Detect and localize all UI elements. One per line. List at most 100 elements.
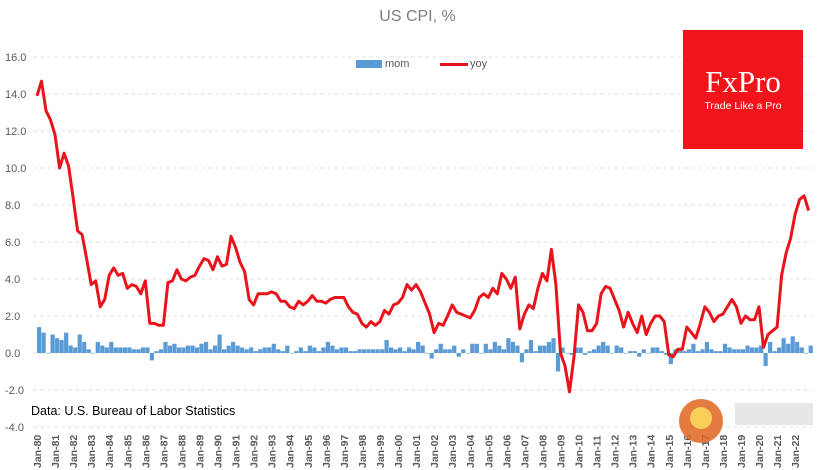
mom-bar xyxy=(407,347,412,353)
mom-bar xyxy=(240,347,245,353)
mom-bar xyxy=(474,343,479,353)
y-tick-label: -4.0 xyxy=(5,422,24,434)
mom-bar xyxy=(258,349,263,353)
mom-bar xyxy=(339,347,344,353)
mom-bar xyxy=(655,347,660,353)
mom-bar xyxy=(786,343,791,353)
mom-bar xyxy=(804,353,809,354)
mom-bar xyxy=(569,353,574,355)
mom-bar xyxy=(118,347,123,353)
x-tick-label: Jan-01 xyxy=(411,435,423,468)
mom-bar xyxy=(601,341,606,353)
mom-bar xyxy=(592,349,597,353)
mom-bar xyxy=(488,349,493,353)
mom-bar xyxy=(731,349,737,353)
mom-bar xyxy=(510,341,516,353)
mom-bar xyxy=(632,351,637,353)
mom-bar xyxy=(285,345,290,353)
mom-bar xyxy=(231,341,236,353)
watermark-logo xyxy=(679,399,813,443)
legend-swatch-mom xyxy=(356,60,382,69)
x-tick-label: Jan-86 xyxy=(140,435,152,468)
x-tick-label: Jan-88 xyxy=(176,435,188,468)
mom-bar xyxy=(420,345,425,353)
mom-bar xyxy=(736,349,741,353)
mom-bar xyxy=(790,336,795,353)
mom-bar xyxy=(763,353,768,366)
mom-bar xyxy=(375,349,380,353)
x-tick-label: Jan-10 xyxy=(574,435,586,468)
mom-bar xyxy=(321,347,326,353)
x-tick-label: Jan-90 xyxy=(213,435,225,468)
mom-bar xyxy=(249,347,254,353)
mom-bar xyxy=(749,347,755,353)
mom-bar xyxy=(294,351,299,353)
mom-bar xyxy=(334,349,340,353)
legend-swatch-yoy xyxy=(440,62,468,66)
mom-bar xyxy=(95,341,100,353)
mom-bar xyxy=(610,353,615,354)
mom-bar xyxy=(68,345,73,353)
x-tick-label: Jan-11 xyxy=(592,435,604,468)
mom-bar xyxy=(682,351,687,353)
mom-bar xyxy=(330,345,335,353)
mom-bar xyxy=(646,353,651,354)
x-tick-label: Jan-13 xyxy=(628,435,640,468)
mom-bar xyxy=(583,353,588,355)
mom-bar xyxy=(59,340,64,353)
mom-bar xyxy=(555,353,561,372)
mom-bar xyxy=(781,338,786,353)
x-tick-label: Jan-82 xyxy=(68,435,80,468)
mom-bar xyxy=(176,347,182,353)
mom-bar xyxy=(194,347,200,353)
mom-bar xyxy=(470,343,475,353)
y-tick-label: 8.0 xyxy=(5,200,20,212)
mom-bar xyxy=(808,345,813,353)
logo-tagline: Trade Like a Pro xyxy=(704,100,782,112)
y-tick-label: 2.0 xyxy=(5,311,20,323)
y-tick-label: 12.0 xyxy=(5,126,26,138)
mom-bar xyxy=(280,351,285,353)
mom-bar xyxy=(497,345,502,353)
x-tick-label: Jan-87 xyxy=(158,435,170,468)
mom-bar xyxy=(388,347,394,353)
mom-bar xyxy=(303,351,308,353)
source-note: Data: U.S. Bureau of Labor Statistics xyxy=(31,404,236,418)
mom-bar xyxy=(704,341,710,353)
legend-label-mom: mom xyxy=(385,58,410,70)
x-tick-label: Jan-98 xyxy=(357,435,369,468)
mom-bar xyxy=(542,345,547,353)
mom-bar xyxy=(443,349,448,353)
x-tick-label: Jan-97 xyxy=(339,435,351,468)
x-tick-label: Jan-85 xyxy=(122,435,134,468)
mom-bar xyxy=(483,343,488,353)
mom-bar xyxy=(668,353,673,365)
mom-bar xyxy=(158,349,164,353)
mom-bar xyxy=(754,347,759,353)
mom-bar xyxy=(772,351,777,353)
mom-bar xyxy=(416,341,421,353)
mom-bar xyxy=(551,338,556,353)
x-tick-label: Jan-93 xyxy=(267,435,279,468)
mom-bar xyxy=(691,343,696,353)
mom-bar xyxy=(709,349,714,353)
mom-bar xyxy=(438,343,443,353)
mom-bar xyxy=(623,353,628,354)
legend-label-yoy: yoy xyxy=(470,58,488,70)
mom-bar xyxy=(393,349,398,353)
x-tick-label: Jan-83 xyxy=(86,435,98,468)
mom-bar xyxy=(799,347,804,353)
mom-bar xyxy=(271,343,276,353)
mom-bar xyxy=(289,353,294,354)
mom-bar xyxy=(713,351,719,353)
mom-bar xyxy=(429,353,434,359)
x-tick-label: Jan-04 xyxy=(465,435,477,468)
mom-bar xyxy=(425,353,430,354)
x-tick-label: Jan-06 xyxy=(501,435,513,468)
mom-bar xyxy=(86,349,91,353)
mom-bar xyxy=(745,345,750,353)
mom-bar xyxy=(77,334,82,353)
mom-bar xyxy=(276,349,281,353)
x-tick-label: Jan-07 xyxy=(519,435,531,468)
mom-bar xyxy=(546,341,552,353)
